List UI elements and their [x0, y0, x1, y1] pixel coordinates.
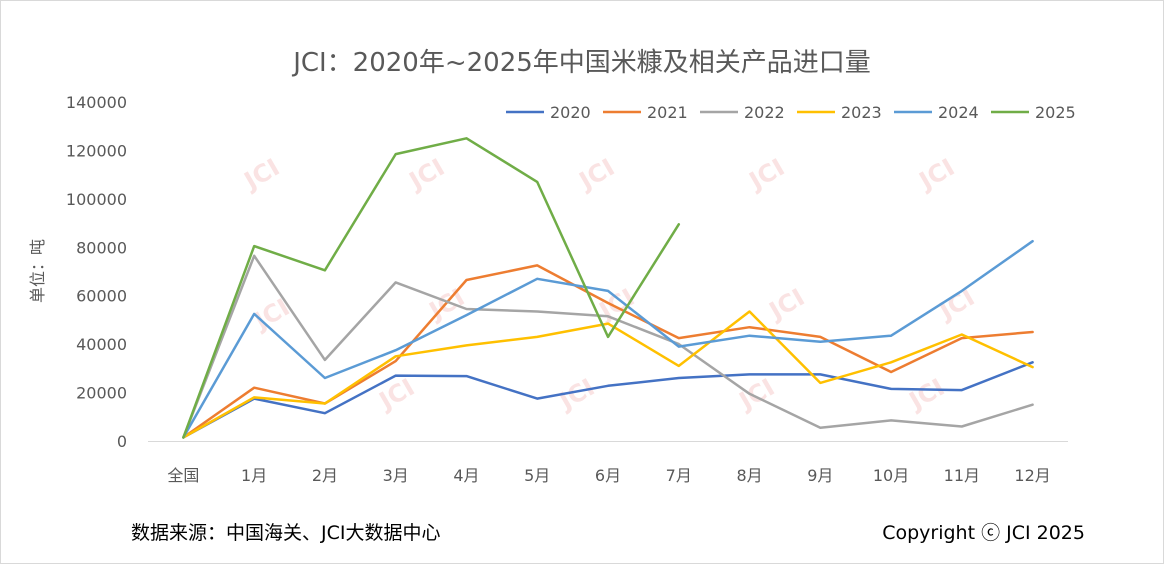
source-note: 数据来源：中国海关、JCI大数据中心	[131, 522, 440, 544]
y-axis-ticks: 0 20000 40000 60000 80000 100000 120000 140000	[66, 93, 127, 451]
series-line-2020	[182, 361, 1034, 439]
watermark-text: JCI	[733, 373, 779, 416]
legend-label-2025: 2025	[1035, 103, 1076, 122]
watermark-text: JCI	[373, 373, 419, 416]
series-line-2022	[182, 254, 1034, 439]
legend-label-2023: 2023	[841, 103, 882, 122]
x-tick-label: 3月	[383, 466, 409, 485]
chart-title: JCI：2020年~2025年中国米糠及相关产品进口量	[291, 48, 871, 78]
x-tick-label: 12月	[1014, 466, 1050, 485]
y-axis-label: 单位：吨	[28, 239, 47, 303]
y-tick-label: 80000	[76, 238, 127, 257]
legend-label-2020: 2020	[550, 103, 591, 122]
watermark-text: JCI	[763, 283, 809, 326]
watermark-text: JCI	[573, 153, 619, 196]
y-tick-label: 40000	[76, 335, 127, 354]
x-tick-label: 7月	[666, 466, 692, 485]
series-line-2024	[182, 239, 1034, 439]
watermark-text: JCI	[238, 153, 284, 196]
x-tick-label: 全国	[167, 466, 199, 485]
y-tick-label: 60000	[76, 287, 127, 306]
legend-label-2022: 2022	[744, 103, 785, 122]
series-line-2023	[182, 310, 1034, 439]
x-tick-label: 6月	[595, 466, 621, 485]
x-tick-label: 1月	[241, 466, 267, 485]
x-tick-label: 10月	[873, 466, 909, 485]
legend: 2020 2021 2022 2023 2024 2025	[506, 103, 1076, 122]
y-tick-label: 0	[117, 432, 127, 451]
legend-label-2024: 2024	[938, 103, 979, 122]
x-tick-label: 8月	[736, 466, 762, 485]
watermark-text: JCI	[913, 153, 959, 196]
legend-label-2021: 2021	[647, 103, 688, 122]
x-tick-label: 9月	[807, 466, 833, 485]
series-lines	[182, 137, 1034, 439]
series-line-2025	[182, 137, 681, 439]
x-tick-label: 11月	[944, 466, 980, 485]
x-tick-label: 4月	[453, 466, 479, 485]
x-axis-ticks: 全国 1月 2月 3月 4月 5月 6月 7月 8月 9月 10月 11月 12月	[167, 466, 1050, 485]
y-tick-label: 20000	[76, 384, 127, 403]
watermark-text: JCI	[903, 373, 949, 416]
watermark-text: JCI	[743, 153, 789, 196]
y-tick-label: 140000	[66, 93, 127, 112]
watermark-text: JCI	[403, 153, 449, 196]
y-tick-label: 120000	[66, 141, 127, 160]
y-tick-label: 100000	[66, 190, 127, 209]
x-tick-label: 2月	[312, 466, 338, 485]
x-tick-label: 5月	[524, 466, 550, 485]
copyright-note: Copyright ⓒ JCI 2025	[882, 522, 1085, 544]
